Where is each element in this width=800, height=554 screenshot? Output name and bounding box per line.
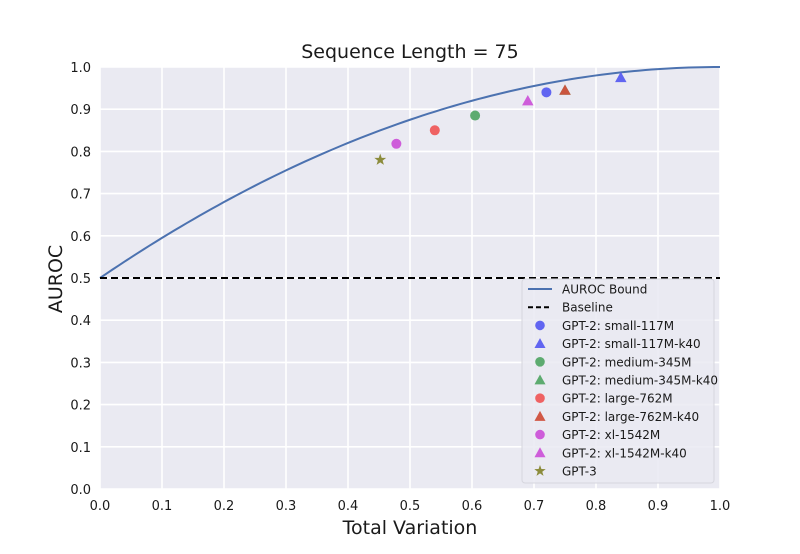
legend-marker bbox=[534, 374, 546, 385]
x-tick-labels: 0.0 0.1 0.2 0.3 0.4 0.5 0.6 0.7 0.8 0.9 1.0 bbox=[90, 499, 731, 514]
x-tick-label: 1.0 bbox=[710, 499, 731, 514]
y-tick-labels: 0.0 0.1 0.2 0.3 0.4 0.5 0.6 0.7 0.8 0.9 1.0 bbox=[70, 61, 91, 498]
legend-label: GPT-2: large-762M-k40 bbox=[562, 410, 699, 424]
data-point bbox=[374, 153, 387, 165]
y-tick-label: 0.9 bbox=[70, 103, 91, 118]
legend-label: GPT-2: xl-1542M-k40 bbox=[562, 446, 687, 460]
legend-label: GPT-3 bbox=[562, 465, 597, 479]
auroc-bound-line bbox=[99, 66, 721, 279]
x-tick-label: 0.2 bbox=[214, 499, 235, 514]
legend-marker bbox=[534, 338, 546, 349]
data-points bbox=[374, 71, 627, 165]
y-tick-label: 1.0 bbox=[70, 61, 91, 76]
legend-label: GPT-2: medium-345M-k40 bbox=[562, 374, 718, 388]
y-tick-label: 0.3 bbox=[70, 356, 91, 371]
y-tick-label: 0.5 bbox=[70, 272, 91, 287]
legend-marker bbox=[534, 410, 546, 421]
legend-label: AUROC Bound bbox=[562, 283, 647, 297]
data-point bbox=[615, 71, 627, 83]
legend-marker bbox=[535, 357, 545, 367]
legend-label: GPT-2: small-117M bbox=[562, 319, 674, 333]
legend-label: GPT-2: large-762M bbox=[562, 392, 673, 406]
y-tick-label: 0.2 bbox=[70, 399, 91, 414]
legend-label: GPT-2: small-117M-k40 bbox=[562, 337, 701, 351]
data-point bbox=[470, 110, 481, 121]
chart-title: Sequence Length = 75 bbox=[301, 41, 518, 63]
x-tick-label: 0.3 bbox=[276, 499, 297, 514]
y-tick-label: 0.6 bbox=[70, 230, 91, 245]
series-lines bbox=[99, 66, 721, 279]
legend-marker bbox=[534, 447, 546, 458]
legend-label: GPT-2: medium-345M bbox=[562, 355, 692, 369]
y-axis-label: AUROC bbox=[45, 245, 67, 313]
legend-marker bbox=[535, 320, 545, 331]
y-tick-label: 0.0 bbox=[70, 483, 91, 498]
x-tick-label: 0.1 bbox=[152, 499, 173, 514]
y-tick-label: 0.1 bbox=[70, 441, 91, 456]
x-tick-label: 0.7 bbox=[524, 499, 545, 514]
legend-label: GPT-2: xl-1542M bbox=[562, 428, 660, 442]
data-point bbox=[559, 84, 571, 95]
legend-marker bbox=[535, 393, 545, 404]
legend-box bbox=[521, 278, 715, 484]
x-tick-label: 0.0 bbox=[90, 499, 111, 514]
data-point bbox=[522, 95, 534, 106]
x-tick-label: 0.9 bbox=[648, 499, 669, 514]
x-tick-label: 0.8 bbox=[586, 499, 607, 514]
y-tick-label: 0.4 bbox=[70, 314, 91, 329]
data-point bbox=[391, 138, 402, 149]
legend-marker bbox=[534, 465, 546, 476]
x-tick-label: 0.6 bbox=[462, 499, 483, 514]
legend: AUROC Bound Baseline GPT-2: small-117M GPT-… bbox=[521, 278, 718, 484]
y-tick-label: 0.7 bbox=[70, 188, 91, 203]
data-point bbox=[429, 125, 440, 136]
x-axis-label: Total Variation bbox=[342, 517, 478, 539]
x-tick-label: 0.4 bbox=[338, 499, 359, 514]
legend-marker bbox=[535, 429, 545, 440]
x-tick-label: 0.5 bbox=[400, 499, 421, 514]
y-tick-label: 0.8 bbox=[70, 145, 91, 160]
legend-label: Baseline bbox=[562, 301, 613, 315]
data-point bbox=[541, 87, 552, 98]
